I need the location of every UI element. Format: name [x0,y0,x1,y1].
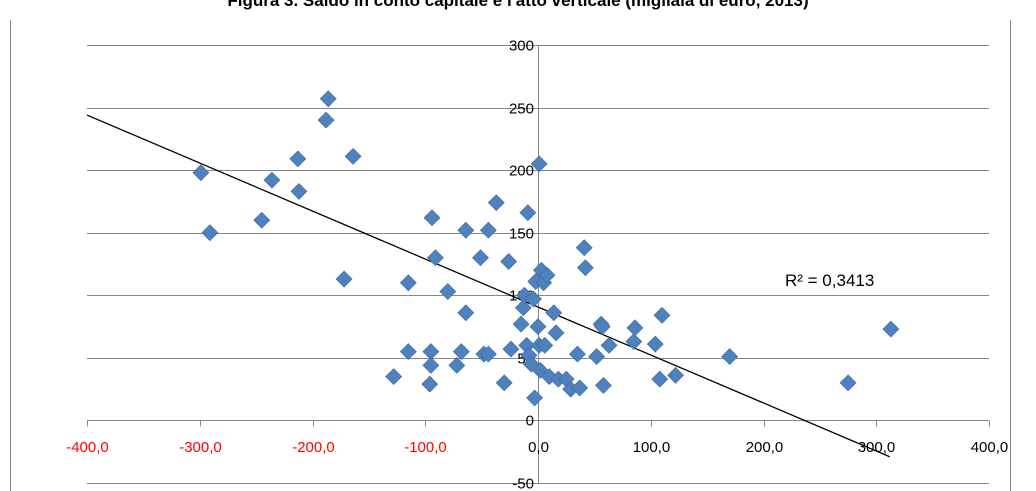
data-point [576,259,594,277]
data-point [519,204,537,222]
data-point [319,90,337,108]
data-point [626,319,644,337]
data-point [399,343,417,361]
data-point [625,333,643,351]
x-tick-label: 300,0 [858,439,896,456]
x-tick-label: 100,0 [633,439,671,456]
data-point [423,209,441,227]
data-point [422,356,440,374]
x-tick-label: -400,0 [66,439,109,456]
trendline [86,114,891,458]
data-point [289,150,307,168]
data-point [290,182,308,200]
y-tick-label: 0 [526,413,534,430]
r-squared-label: R² = 0,3413 [785,271,874,290]
data-point [479,345,497,363]
data-point [667,366,684,384]
data-point [439,283,457,300]
data-point [538,266,556,284]
data-point [651,370,669,388]
data-point [201,224,219,242]
y-tick-label: 250 [509,101,534,118]
x-tick-label: -200,0 [292,439,335,456]
y-tick-label: 200 [509,163,534,180]
data-point [839,374,857,392]
data-point [421,375,439,393]
data-point [571,379,589,397]
data-point [472,249,489,267]
data-point [385,368,403,386]
data-point [399,274,417,292]
data-point [344,147,362,165]
data-point [646,335,664,353]
y-tick-label: 300 [509,38,534,55]
data-point [512,315,530,333]
chart-title: Figura 3. Saldo in conto capitale e l'at… [227,0,809,10]
data-point [653,306,671,324]
data-point [426,249,444,267]
x-tick-label: -300,0 [179,439,222,456]
data-point [457,304,475,322]
x-tick-label: 200,0 [746,439,784,456]
data-point [547,324,565,342]
data-point [448,356,466,374]
data-point [594,376,612,394]
data-point [500,253,518,270]
data-point [495,374,513,392]
data-point [593,318,611,335]
data-point [545,304,563,322]
y-tick-label: 150 [509,226,534,243]
data-point [263,171,281,189]
data-point [457,221,475,239]
data-point [721,348,739,366]
data-point [317,111,335,129]
data-point [192,164,210,182]
data-point [525,290,542,308]
data-point [530,155,548,173]
data-point [588,348,606,366]
data-point [569,345,586,363]
data-point [600,336,618,354]
data-point [536,336,554,354]
data-point [529,318,547,335]
data-point [526,389,544,407]
data-point [479,221,497,239]
data-point [253,211,271,229]
data-point [502,340,520,358]
data-point [452,343,470,361]
data-point [575,239,593,257]
data-point [335,270,353,288]
data-point [487,194,505,212]
x-tick-label: -100,0 [404,439,447,456]
data-point [882,320,900,338]
y-tick-label: -50 [512,476,534,491]
x-tick-label: 400,0 [971,439,1009,456]
x-tick-label: 0,0 [528,439,549,456]
data-point [514,299,532,317]
